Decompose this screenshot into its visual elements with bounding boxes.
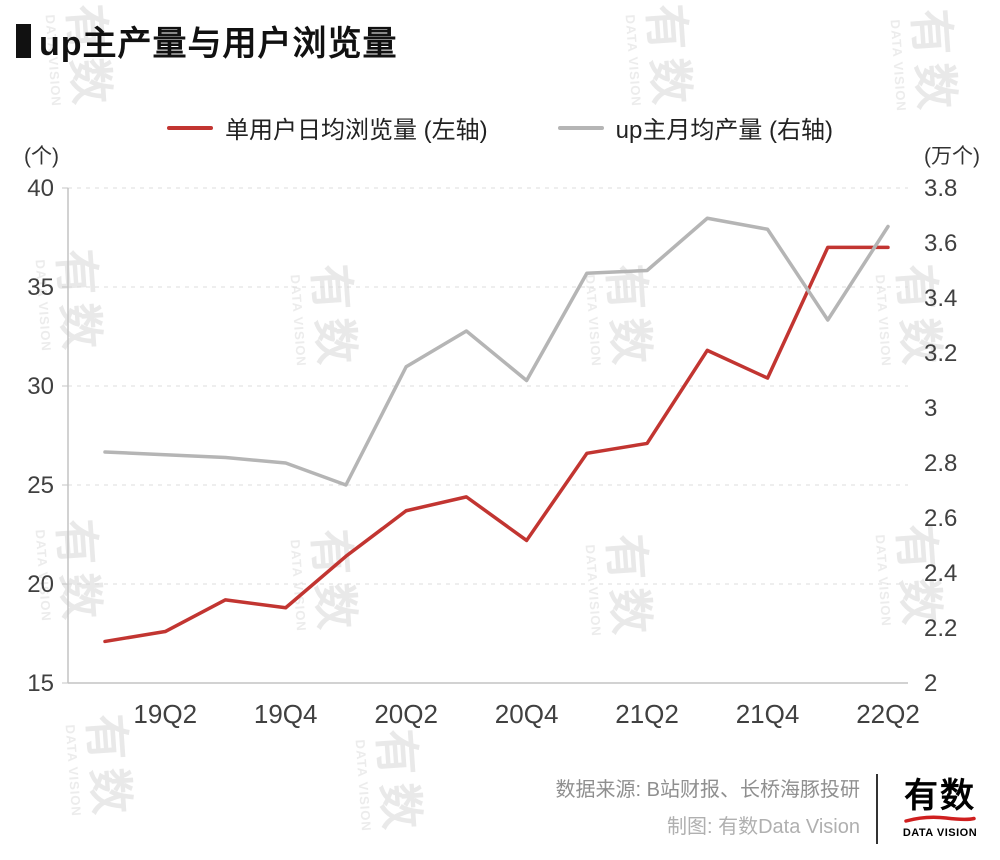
right-axis-tick-label: 3.4 (924, 285, 957, 312)
logo-swoosh-icon (904, 815, 976, 823)
right-axis-tick-label: 2.4 (924, 560, 957, 587)
left-axis-unit: (个) (24, 145, 59, 168)
series-line-right (103, 216, 890, 487)
right-axis-tick-label: 2.8 (924, 450, 957, 477)
left-axis-tick-label: 35 (27, 274, 54, 301)
legend-item-daily-views: 单用户日均浏览量 (左轴) (166, 110, 488, 145)
line-chart: 15 20 25 30 35 40 2 2.2 2.4 2.6 2.8 3 3.2 3.4 3.6 3.8 19… (20, 168, 980, 740)
title-marker (16, 23, 31, 58)
watermark-subtext: DATA VISION (623, 14, 645, 108)
watermark-subtext: DATA VISION (353, 739, 375, 833)
footer-credits: 数据来源: B站财报、长桥海豚投研 制图: 有数Data Vision (556, 772, 860, 846)
legend-item-monthly-output: up主月均产量 (右轴) (557, 110, 833, 145)
logo-subtext: DATA VISION (902, 827, 978, 839)
legend-label-monthly-output: up主月均产量 (右轴) (615, 117, 833, 144)
legend-label-daily-views: 单用户日均浏览量 (左轴) (224, 117, 488, 144)
series-line-left (103, 245, 890, 644)
footer-divider (876, 774, 878, 844)
x-axis-tick-label: 20Q2 (374, 699, 438, 729)
page-title: up主产量与用户浏览量 (39, 25, 398, 63)
right-axis-tick-label: 3 (924, 395, 937, 422)
left-axis-tick-label: 20 (27, 571, 54, 598)
footer: 数据来源: B站财报、长桥海豚投研 制图: 有数Data Vision 有数 D… (556, 772, 986, 846)
watermark-text: 有数 (904, 7, 964, 119)
watermark: 有数 DATA VISION (622, 0, 698, 121)
watermark: 有数 DATA VISION (887, 2, 963, 126)
left-axis-tick-label: 30 (27, 373, 54, 400)
x-axis-tick-label: 22Q2 (856, 699, 920, 729)
logo-text: 有数 (904, 777, 976, 815)
left-axis-tick-label: 25 (27, 472, 54, 499)
watermark-text: 有数 (369, 727, 429, 839)
watermark-subtext: DATA VISION (888, 19, 910, 113)
right-axis-tick-label: 3.2 (924, 340, 957, 367)
x-axis-tick-label: 19Q2 (133, 699, 197, 729)
plot-svg: 15 20 25 30 35 40 2 2.2 2.4 2.6 2.8 3 3.2 3.4 3.6 3.8 19… (27, 175, 957, 729)
legend: 单用户日均浏览量 (左轴) up主月均产量 (右轴) (0, 110, 1000, 145)
watermark-text: 有数 (639, 2, 699, 114)
x-axis-tick-label: 21Q4 (736, 699, 800, 729)
chart-credit: 制图: 有数Data Vision (666, 816, 860, 838)
logo: 有数 DATA VISION (894, 779, 986, 839)
x-axis-tick-label: 20Q4 (495, 699, 559, 729)
right-axis-unit: (万个) (924, 145, 980, 168)
right-axis-tick-label: 2.6 (924, 505, 957, 532)
left-axis-tick-label: 40 (27, 175, 54, 202)
legend-line-red (166, 125, 213, 130)
right-axis-tick-label: 3.8 (924, 175, 957, 202)
right-axis-tick-label: 3.6 (924, 230, 957, 257)
watermark: 有数 DATA VISION (352, 722, 428, 846)
right-axis-tick-label: 2 (924, 670, 937, 697)
right-axis-tick-label: 2.2 (924, 615, 957, 642)
legend-line-gray (557, 125, 604, 130)
x-axis-tick-label: 19Q4 (254, 699, 318, 729)
data-source: 数据来源: B站财报、长桥海豚投研 (555, 779, 860, 801)
x-axis-tick-label: 21Q2 (615, 699, 679, 729)
chart-title-row: up主产量与用户浏览量 (16, 16, 398, 65)
left-axis-tick-label: 15 (27, 670, 54, 697)
